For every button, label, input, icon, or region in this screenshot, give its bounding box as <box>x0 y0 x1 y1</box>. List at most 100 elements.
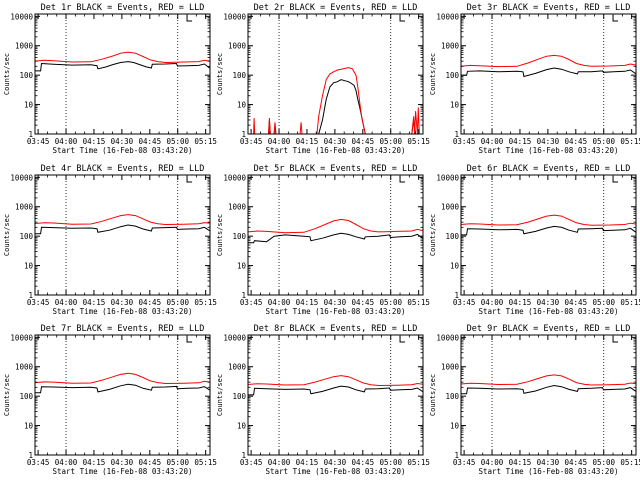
x-tick-label: 04:00 <box>481 137 504 146</box>
x-tick-label: 04:15 <box>83 137 106 146</box>
y-tick-label: 10000 <box>10 333 33 342</box>
y-tick-label: 10 <box>237 422 247 431</box>
x-tick-label: 04:45 <box>139 298 162 307</box>
y-tick-label: 100 <box>445 392 459 401</box>
x-tick-label: 04:45 <box>139 458 162 467</box>
plot-frame <box>460 13 637 135</box>
x-tick-label: 04:00 <box>55 137 78 146</box>
series-events <box>248 232 423 244</box>
x-tick-label: 05:00 <box>592 137 615 146</box>
y-tick-label: 10 <box>450 262 460 271</box>
x-tick-label: 04:15 <box>296 458 319 467</box>
y-tick-label: 1 <box>454 130 459 139</box>
x-tick-label: 05:15 <box>194 298 217 307</box>
x-tick-label: 04:15 <box>83 458 106 467</box>
series-lld <box>253 67 420 134</box>
panel-det-5: Det 5r BLACK = Events, RED = LLD 1 10 100 10… <box>216 164 430 316</box>
x-tick-label: 03:45 <box>240 298 263 307</box>
x-tick-label: 05:00 <box>592 458 615 467</box>
x-tick-label: 04:15 <box>509 298 532 307</box>
x-tick-label: 05:15 <box>620 298 640 307</box>
x-tick-label: 04:15 <box>509 137 532 146</box>
x-axis-label: Start Time (16-Feb-08 03:43:20) <box>53 146 193 155</box>
y-tick-label: 1 <box>241 130 246 139</box>
series-events <box>35 224 210 235</box>
x-tick-label: 03:45 <box>27 458 50 467</box>
plot-frame <box>460 174 637 296</box>
x-tick-label: 05:00 <box>379 298 402 307</box>
y-tick-label: 1000 <box>15 203 34 212</box>
l-marker <box>186 15 193 22</box>
x-tick-label: 04:15 <box>83 298 106 307</box>
y-tick-label: 1000 <box>15 42 34 51</box>
y-tick-label: 10000 <box>436 12 459 21</box>
x-tick-label: 04:45 <box>352 458 375 467</box>
panel-det-6: Det 6r BLACK = Events, RED = LLD 1 10 100 10… <box>429 164 640 316</box>
x-tick-label: 04:00 <box>55 298 78 307</box>
x-axis-label: Start Time (16-Feb-08 03:43:20) <box>266 146 406 155</box>
y-axis-label: Counts/sec <box>216 214 224 256</box>
y-tick-label: 1 <box>28 130 33 139</box>
l-marker <box>399 15 406 22</box>
panel-det-9: Det 9r BLACK = Events, RED = LLD 1 10 100 10… <box>429 324 640 476</box>
y-tick-label: 1 <box>241 451 246 460</box>
x-axis-label: Start Time (16-Feb-08 03:43:20) <box>53 307 193 316</box>
panel-title: Det 7r BLACK = Events, RED = LLD <box>41 324 205 334</box>
x-tick-label: 03:45 <box>453 458 476 467</box>
y-tick-label: 10 <box>24 262 34 271</box>
x-tick-label: 04:00 <box>481 458 504 467</box>
panel-title: Det 5r BLACK = Events, RED = LLD <box>254 164 418 174</box>
y-axis-label: Counts/sec <box>216 53 224 95</box>
x-tick-label: 04:30 <box>111 137 134 146</box>
panel-det-7: Det 7r BLACK = Events, RED = LLD 1 10 100 10… <box>3 324 217 476</box>
x-tick-label: 04:30 <box>324 298 347 307</box>
series-events <box>248 385 423 396</box>
y-axis-label: Counts/sec <box>3 53 11 95</box>
l-marker <box>612 176 619 183</box>
x-tick-label: 05:15 <box>194 137 217 146</box>
x-tick-label: 03:45 <box>453 298 476 307</box>
y-tick-label: 100 <box>19 392 33 401</box>
series-events <box>461 67 636 78</box>
x-tick-label: 03:45 <box>240 458 263 467</box>
panel-title: Det 2r BLACK = Events, RED = LLD <box>254 3 418 13</box>
x-tick-label: 05:00 <box>379 137 402 146</box>
series-events <box>461 225 636 236</box>
panel-det-4: Det 4r BLACK = Events, RED = LLD 1 10 100 10… <box>3 164 217 316</box>
y-tick-label: 1000 <box>228 42 247 51</box>
y-tick-label: 1000 <box>441 363 460 372</box>
x-axis-label: Start Time (16-Feb-08 03:43:20) <box>266 307 406 316</box>
x-tick-label: 04:00 <box>55 458 78 467</box>
x-tick-label: 04:00 <box>268 298 291 307</box>
series-lld <box>461 214 636 226</box>
series-events <box>268 79 417 134</box>
series-events <box>35 61 210 72</box>
x-tick-label: 03:45 <box>27 137 50 146</box>
y-tick-label: 10 <box>450 101 460 110</box>
x-tick-label: 04:45 <box>565 137 588 146</box>
series-events <box>35 383 210 394</box>
x-tick-label: 04:30 <box>537 458 560 467</box>
panel-title: Det 4r BLACK = Events, RED = LLD <box>41 164 205 174</box>
x-tick-label: 04:30 <box>111 298 134 307</box>
panel-title: Det 1r BLACK = Events, RED = LLD <box>41 3 205 13</box>
x-tick-label: 04:30 <box>111 458 134 467</box>
x-tick-label: 05:15 <box>620 137 640 146</box>
y-tick-label: 100 <box>232 232 246 241</box>
y-tick-label: 100 <box>19 71 33 80</box>
series-lld <box>35 51 210 64</box>
x-tick-label: 05:00 <box>592 298 615 307</box>
y-tick-label: 10000 <box>436 173 459 182</box>
y-tick-label: 100 <box>232 392 246 401</box>
x-tick-label: 04:30 <box>324 458 347 467</box>
y-axis-label: Counts/sec <box>3 214 11 256</box>
y-tick-label: 100 <box>232 71 246 80</box>
series-lld <box>35 214 210 226</box>
y-tick-label: 1000 <box>15 363 34 372</box>
x-tick-label: 04:45 <box>352 298 375 307</box>
y-axis-label: Counts/sec <box>429 214 437 256</box>
l-marker <box>612 15 619 22</box>
x-axis-label: Start Time (16-Feb-08 03:43:20) <box>53 467 193 476</box>
panel-det-1: Det 1r BLACK = Events, RED = LLD 1 10 100 10… <box>3 3 217 155</box>
x-tick-label: 04:45 <box>565 298 588 307</box>
